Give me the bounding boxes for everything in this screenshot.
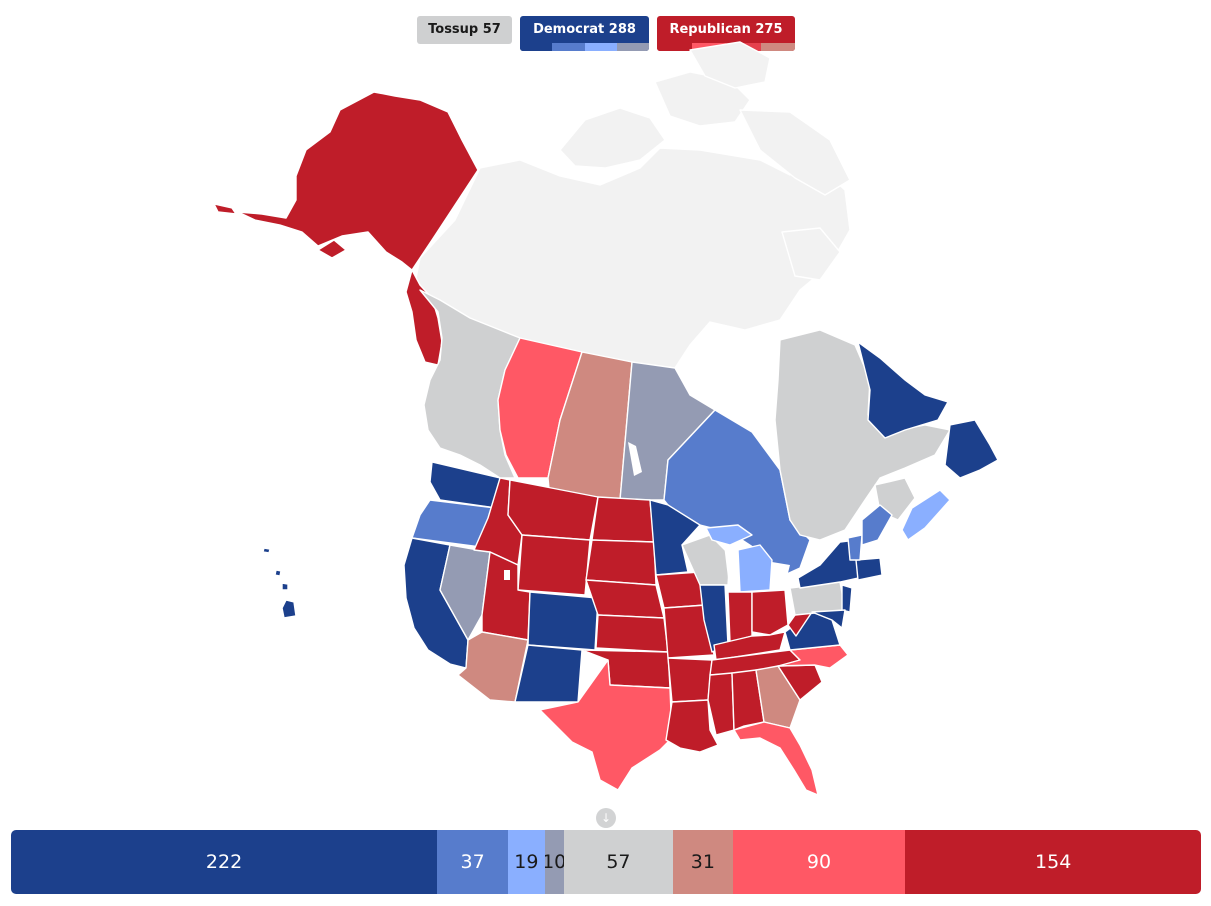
lake-winnipeg (628, 442, 642, 476)
region-georgia[interactable] (755, 665, 801, 729)
north-america-map (213, 41, 999, 796)
seat-segment-rep-lean[interactable]: 90 (732, 830, 906, 894)
region-hawaii[interactable] (281, 582, 289, 591)
seat-count-bar: 222 37 19 10 57 31 90 154 (11, 830, 1201, 894)
legend-republican-label: Republican 275 (669, 22, 783, 37)
seat-segment-tossup[interactable]: 57 (563, 830, 674, 894)
region-arkansas[interactable] (667, 657, 713, 703)
swatch-dem-tilt (616, 43, 649, 51)
seat-segment-dem-safe[interactable]: 222 (11, 830, 438, 894)
region-oregon[interactable] (411, 499, 497, 549)
region-newfoundland-labrador[interactable] (944, 419, 999, 479)
region-hawaii[interactable] (274, 569, 282, 577)
region-north-dakota[interactable] (591, 496, 655, 543)
legend-democrat-button[interactable]: Democrat 288 (520, 16, 649, 51)
seat-segment-rep-tilt[interactable]: 31 (673, 830, 733, 894)
great-salt-lake (504, 570, 510, 580)
legend-tossup-button[interactable]: Tossup 57 (417, 16, 512, 44)
seat-segment-rep-safe[interactable]: 154 (905, 830, 1201, 894)
region-louisiana[interactable] (665, 699, 719, 753)
region-mississippi[interactable] (707, 672, 735, 736)
region-hawaii[interactable] (281, 599, 297, 619)
legend-tossup-label: Tossup 57 (428, 22, 501, 37)
great-lakes (772, 562, 790, 588)
region-kansas[interactable] (595, 614, 669, 653)
region-ohio[interactable] (751, 589, 789, 636)
swatch-dem-safe (520, 43, 553, 51)
region-florida[interactable] (733, 721, 819, 796)
region-alaska[interactable] (317, 239, 347, 259)
seat-segment-dem-tilt[interactable]: 10 (544, 830, 564, 894)
region-new-jersey[interactable] (841, 584, 853, 613)
region-michigan[interactable] (737, 544, 773, 593)
northern-canada-group (413, 41, 851, 369)
seat-segment-dem-likely[interactable]: 37 (437, 830, 509, 894)
region-missouri[interactable] (663, 604, 715, 659)
region-texas[interactable] (539, 659, 673, 791)
great-lakes (724, 545, 738, 580)
region-colorado[interactable] (527, 591, 599, 651)
region-northern-canada[interactable] (739, 109, 851, 196)
region-arizona[interactable] (457, 631, 529, 703)
scroll-down-button[interactable]: ↓ (596, 808, 616, 828)
swatch-rep-safe (657, 43, 692, 51)
region-north-carolina[interactable] (777, 644, 849, 669)
seat-segment-dem-lean[interactable]: 19 (508, 830, 545, 894)
region-new-england-south[interactable] (855, 557, 883, 581)
region-maine[interactable] (861, 504, 893, 546)
region-maryland-delaware[interactable] (811, 609, 846, 629)
swatch-dem-lean (584, 43, 617, 51)
region-wyoming[interactable] (517, 534, 591, 596)
region-nova-scotia[interactable] (901, 489, 951, 541)
region-indiana[interactable] (727, 591, 753, 643)
region-nebraska[interactable] (585, 579, 665, 619)
region-hawaii[interactable] (262, 547, 271, 554)
region-michigan[interactable] (705, 524, 753, 546)
region-northern-canada[interactable] (781, 227, 841, 281)
swatch-dem-likely (552, 43, 585, 51)
region-newfoundland-labrador[interactable] (857, 341, 949, 439)
region-new-hampshire[interactable] (847, 534, 863, 561)
legend-democrat-label: Democrat 288 (533, 22, 636, 37)
region-south-dakota[interactable] (585, 539, 657, 586)
region-northern-canada[interactable] (689, 41, 771, 89)
democrat-rating-swatches (520, 43, 649, 51)
region-alaska[interactable] (237, 91, 479, 271)
region-northern-canada[interactable] (559, 107, 666, 169)
swatch-rep-tilt (760, 43, 795, 51)
arrow-down-icon: ↓ (600, 811, 612, 825)
region-alaska[interactable] (213, 203, 237, 215)
